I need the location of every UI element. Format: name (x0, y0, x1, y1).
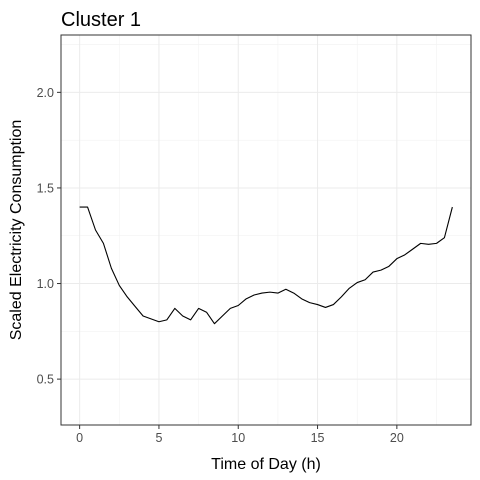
y-axis: 0.5 1.0 1.5 2.0 (37, 86, 61, 387)
x-axis-title: Time of Day (h) (211, 456, 321, 473)
x-axis: 0 5 10 15 20 (76, 425, 404, 445)
plot-border (60, 34, 472, 426)
minor-gridlines (61, 35, 471, 425)
x-tick-label: 15 (311, 431, 325, 445)
y-tick-label: 1.0 (37, 277, 54, 291)
plot-panel (61, 35, 471, 425)
x-tick-label: 10 (231, 431, 245, 445)
y-tick-label: 2.0 (37, 86, 54, 100)
y-axis-title: Scaled Electricity Consumption (8, 120, 25, 341)
chart-title: Cluster 1 (61, 9, 141, 31)
series-layer (79, 206, 453, 325)
x-tick-label: 20 (390, 431, 404, 445)
series-line (79, 206, 453, 325)
y-tick-label: 1.5 (37, 181, 54, 195)
y-tick-label: 0.5 (37, 373, 54, 387)
plot-area (60, 34, 472, 426)
major-gridlines (61, 35, 471, 425)
x-tick-label: 0 (76, 431, 83, 445)
x-tick-label: 5 (155, 431, 162, 445)
